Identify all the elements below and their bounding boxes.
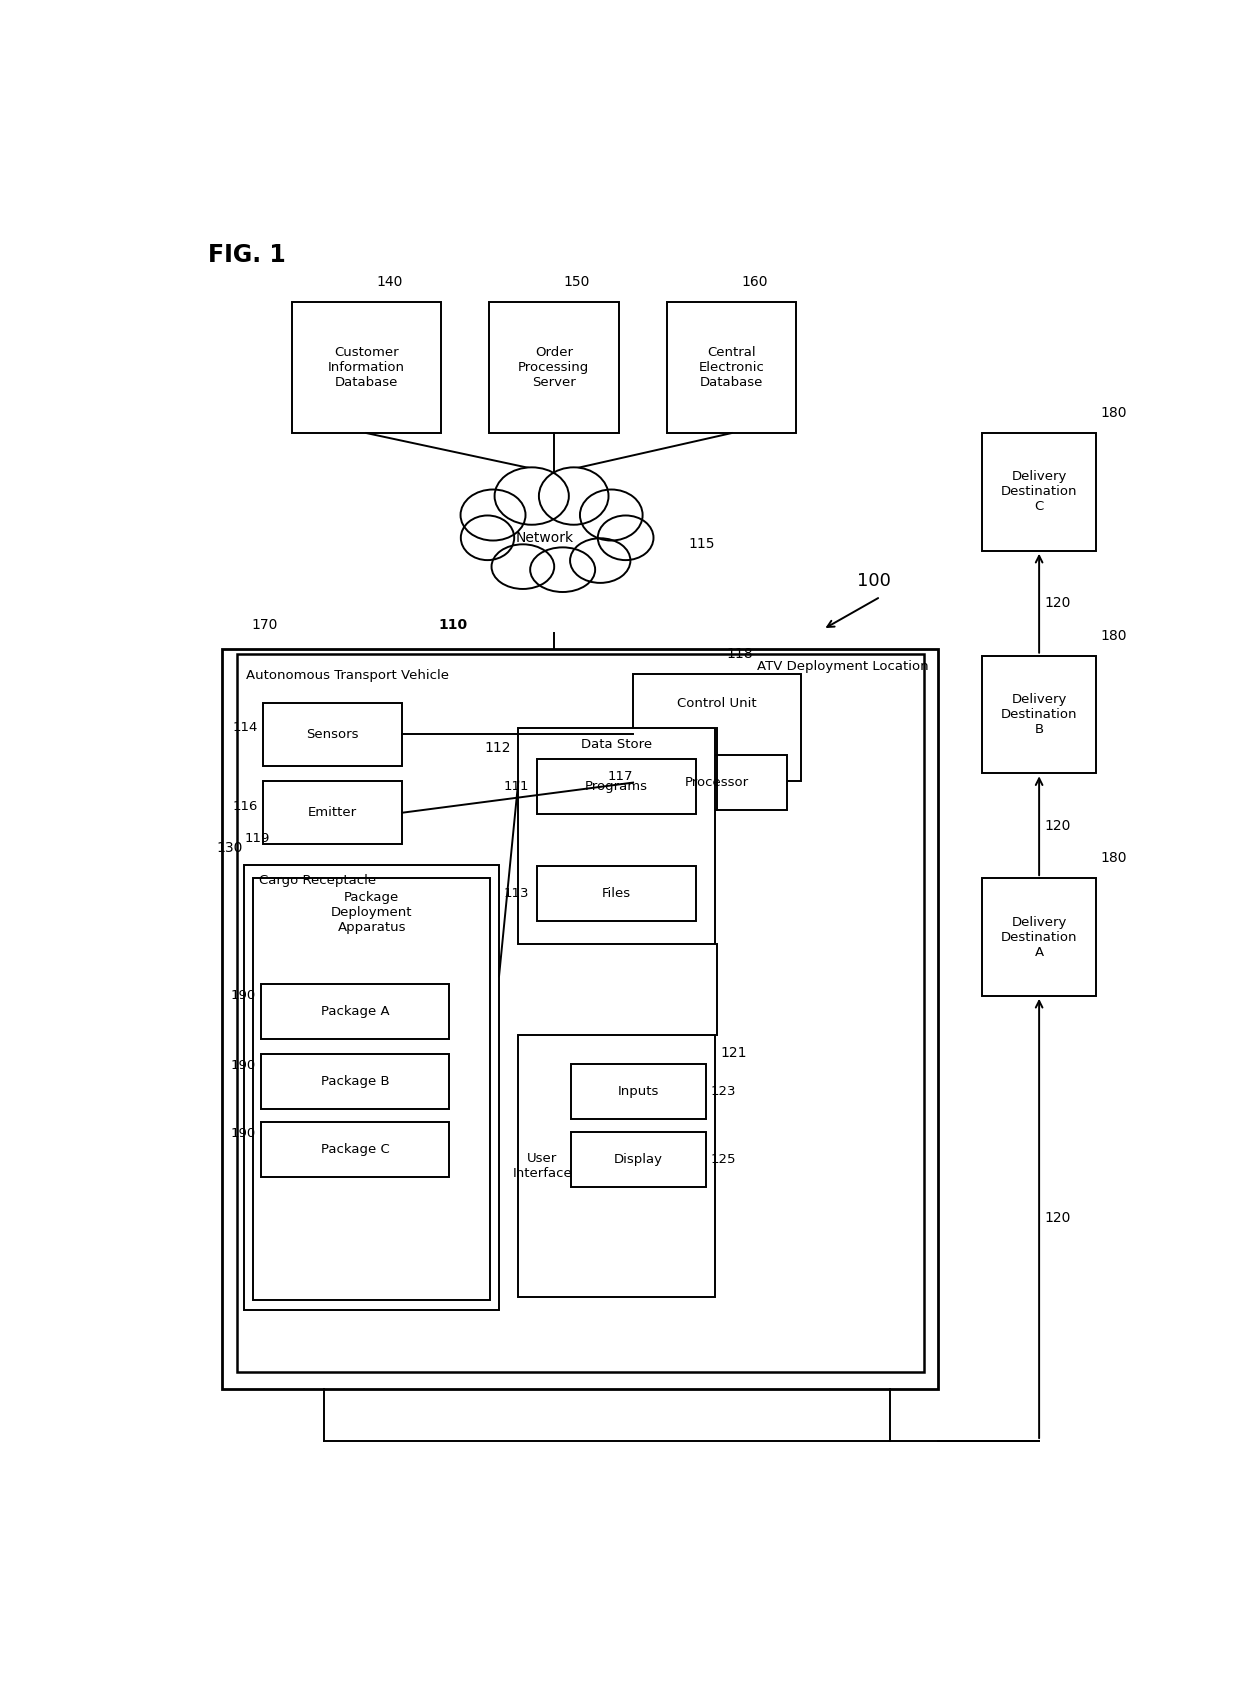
Bar: [982, 656, 1096, 774]
Bar: [572, 1132, 706, 1187]
Text: Programs: Programs: [585, 780, 647, 792]
Text: User
Interface: User Interface: [512, 1153, 572, 1180]
Bar: [647, 755, 787, 811]
Text: Control Unit: Control Unit: [677, 697, 756, 711]
Text: 118: 118: [727, 646, 754, 661]
Ellipse shape: [461, 515, 515, 559]
Bar: [262, 1122, 449, 1176]
Text: 170: 170: [250, 619, 278, 632]
Bar: [518, 1035, 715, 1297]
Bar: [518, 728, 715, 944]
Bar: [537, 867, 696, 921]
Text: 117: 117: [608, 770, 632, 782]
Text: 113: 113: [503, 887, 529, 901]
Text: 114: 114: [232, 721, 258, 734]
Text: Package C: Package C: [320, 1142, 389, 1156]
Text: 180: 180: [1101, 629, 1127, 643]
Text: Package B: Package B: [321, 1074, 389, 1088]
Text: 112: 112: [484, 741, 511, 755]
Text: Emitter: Emitter: [309, 806, 357, 819]
Bar: [982, 434, 1096, 551]
Text: 111: 111: [503, 780, 529, 792]
Text: Customer
Information
Database: Customer Information Database: [327, 347, 405, 389]
Text: 180: 180: [1101, 406, 1127, 420]
Text: Autonomous Transport Vehicle: Autonomous Transport Vehicle: [247, 668, 449, 682]
Text: 120: 120: [1045, 597, 1071, 610]
Text: Network: Network: [515, 530, 573, 544]
Bar: [222, 649, 939, 1389]
Bar: [489, 303, 619, 434]
Bar: [667, 303, 796, 434]
Text: 160: 160: [742, 275, 768, 289]
Text: 190: 190: [231, 989, 255, 1003]
Ellipse shape: [598, 515, 653, 559]
Ellipse shape: [539, 468, 609, 525]
Ellipse shape: [491, 544, 554, 588]
Bar: [572, 1064, 706, 1119]
Bar: [237, 654, 924, 1372]
Text: 121: 121: [720, 1046, 746, 1059]
Bar: [634, 673, 801, 782]
Text: FIG. 1: FIG. 1: [208, 243, 285, 267]
Text: Display: Display: [614, 1153, 663, 1166]
Text: 190: 190: [231, 1127, 255, 1141]
Text: Central
Electronic
Database: Central Electronic Database: [698, 347, 765, 389]
Text: Delivery
Destination
C: Delivery Destination C: [1001, 471, 1078, 513]
Bar: [291, 303, 441, 434]
Bar: [262, 1054, 449, 1108]
Text: Data Store: Data Store: [582, 738, 652, 751]
Bar: [263, 702, 403, 765]
Text: Order
Processing
Server: Order Processing Server: [518, 347, 589, 389]
Text: Processor: Processor: [686, 777, 749, 789]
Text: 119: 119: [244, 833, 270, 845]
Text: 100: 100: [857, 573, 890, 590]
Text: Package A: Package A: [321, 1005, 389, 1018]
Text: 110: 110: [439, 619, 467, 632]
Text: 190: 190: [231, 1059, 255, 1071]
Text: 125: 125: [711, 1153, 737, 1166]
Text: ATV Deployment Location: ATV Deployment Location: [756, 660, 929, 673]
Text: Package
Deployment
Apparatus: Package Deployment Apparatus: [331, 891, 413, 935]
Text: 130: 130: [216, 840, 243, 855]
Text: Delivery
Destination
A: Delivery Destination A: [1001, 916, 1078, 959]
Text: Cargo Receptacle: Cargo Receptacle: [259, 874, 376, 887]
Text: 116: 116: [232, 799, 258, 813]
Text: Delivery
Destination
B: Delivery Destination B: [1001, 694, 1078, 736]
Bar: [537, 758, 696, 814]
Text: 123: 123: [711, 1085, 737, 1098]
Text: Files: Files: [601, 887, 631, 901]
Ellipse shape: [495, 468, 569, 525]
Ellipse shape: [570, 539, 630, 583]
Bar: [244, 865, 498, 1311]
Bar: [253, 879, 490, 1299]
Text: 115: 115: [688, 537, 714, 551]
Bar: [263, 782, 403, 845]
Ellipse shape: [580, 490, 642, 541]
Ellipse shape: [531, 547, 595, 592]
Text: Sensors: Sensors: [306, 728, 360, 741]
Text: 180: 180: [1101, 852, 1127, 865]
Text: 120: 120: [1045, 819, 1071, 833]
Text: 120: 120: [1045, 1212, 1071, 1226]
Bar: [262, 984, 449, 1039]
Text: 150: 150: [563, 275, 590, 289]
Text: Inputs: Inputs: [618, 1085, 660, 1098]
Bar: [982, 879, 1096, 996]
Ellipse shape: [460, 490, 526, 541]
Text: 140: 140: [376, 275, 403, 289]
